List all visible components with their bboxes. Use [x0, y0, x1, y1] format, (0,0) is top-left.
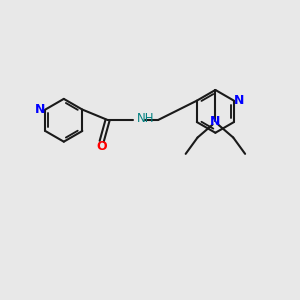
Text: NH: NH — [136, 112, 154, 125]
Text: O: O — [96, 140, 107, 153]
Text: N: N — [210, 115, 220, 128]
Text: N: N — [35, 103, 45, 116]
Text: N: N — [234, 94, 244, 107]
